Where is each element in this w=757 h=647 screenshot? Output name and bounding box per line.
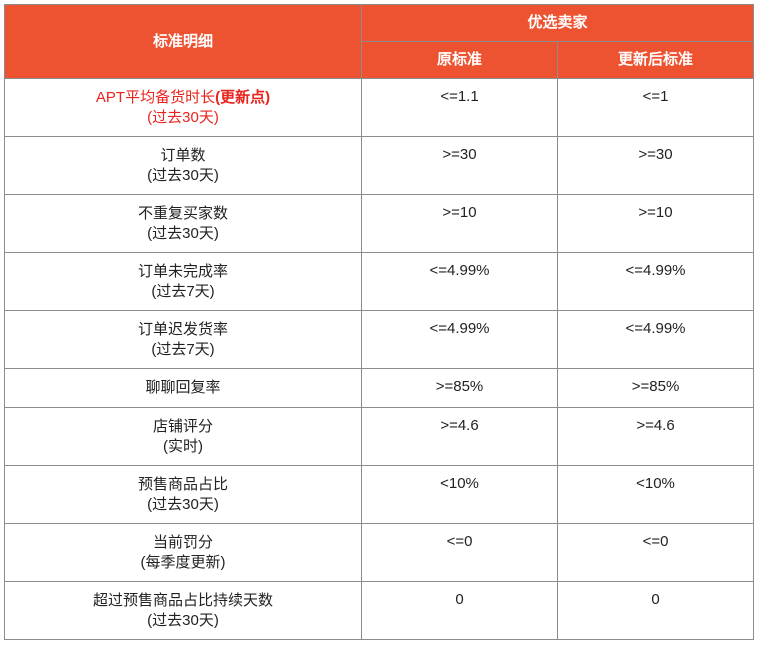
- table-row: 聊聊回复率 >=85% >=85%: [4, 368, 755, 408]
- criteria-cell: 订单数 (过去30天): [4, 136, 362, 195]
- header-group: 优选卖家: [360, 4, 755, 42]
- header-updated: 更新后标准: [556, 41, 755, 79]
- criteria-label: 超过预售商品占比持续天数: [92, 591, 273, 609]
- criteria-cell: 预售商品占比 (过去30天): [4, 465, 362, 524]
- table-row: 订单未完成率 (过去7天) <=4.99% <=4.99%: [4, 252, 755, 311]
- updated-value: <=4.99%: [556, 252, 755, 311]
- criteria-cell: 聊聊回复率: [4, 368, 362, 408]
- criteria-label: 订单数: [160, 146, 206, 164]
- criteria-cell: 不重复买家数 (过去30天): [4, 194, 362, 253]
- table-row: 不重复买家数 (过去30天) >=10 >=10: [4, 194, 755, 253]
- original-value: <=4.99%: [361, 310, 558, 369]
- table-row: 店铺评分 (实时) >=4.6 >=4.6: [4, 407, 755, 466]
- header-criteria: 标准明细: [4, 4, 362, 79]
- original-value: <=1.1: [361, 78, 558, 137]
- updated-value: <=0: [556, 523, 755, 582]
- header-row-sub: 原标准 更新后标准: [5, 41, 755, 79]
- criteria-name: APT平均备货时长: [95, 88, 216, 106]
- criteria-label: 当前罚分: [152, 533, 213, 551]
- table-row: APT平均备货时长(更新点) (过去30天) <=1.1 <=1: [4, 78, 755, 137]
- original-value: <10%: [361, 465, 558, 524]
- criteria-period: (每季度更新): [140, 553, 226, 571]
- criteria-label: 聊聊回复率: [145, 379, 221, 396]
- criteria-period: (过去30天): [147, 166, 219, 184]
- updated-value: >=4.6: [556, 407, 755, 466]
- criteria-label: APT平均备货时长(更新点): [5, 88, 361, 108]
- criteria-period: (过去30天): [147, 224, 219, 242]
- criteria-label: 订单迟发货率: [137, 320, 228, 338]
- criteria-label: 店铺评分: [152, 417, 213, 435]
- updated-value: <10%: [556, 465, 755, 524]
- criteria-period: (过去30天): [147, 108, 219, 126]
- updated-value: >=30: [556, 136, 755, 195]
- criteria-period: (过去7天): [151, 282, 215, 300]
- table-row: 预售商品占比 (过去30天) <10% <10%: [4, 465, 755, 524]
- original-value: >=4.6: [361, 407, 558, 466]
- criteria-label: 预售商品占比: [137, 475, 228, 493]
- criteria-period: (过去30天): [147, 495, 219, 513]
- update-tag: (更新点): [215, 88, 271, 106]
- criteria-cell: 当前罚分 (每季度更新): [4, 523, 362, 582]
- original-value: <=0: [361, 523, 558, 582]
- table-row: 订单迟发货率 (过去7天) <=4.99% <=4.99%: [4, 310, 755, 369]
- criteria-cell: 订单迟发货率 (过去7天): [4, 310, 362, 369]
- header-original: 原标准: [361, 41, 558, 79]
- criteria-cell: APT平均备货时长(更新点) (过去30天): [4, 78, 362, 137]
- criteria-label: 不重复买家数: [137, 204, 228, 222]
- table-row: 超过预售商品占比持续天数 (过去30天) 0 0: [4, 581, 755, 640]
- original-value: >=30: [361, 136, 558, 195]
- original-value: <=4.99%: [361, 252, 558, 311]
- criteria-period: (过去7天): [151, 340, 215, 358]
- seller-standards-table: 标准明细 优选卖家 原标准 更新后标准 APT平均备货时长(更新点) (过去30…: [4, 4, 755, 640]
- criteria-period: (实时): [163, 437, 203, 455]
- updated-value: 0: [556, 581, 755, 640]
- criteria-cell: 订单未完成率 (过去7天): [4, 252, 362, 311]
- criteria-period: (过去30天): [147, 611, 219, 629]
- updated-value: >=85%: [556, 368, 755, 408]
- criteria-cell: 店铺评分 (实时): [4, 407, 362, 466]
- table-row: 当前罚分 (每季度更新) <=0 <=0: [4, 523, 755, 582]
- criteria-cell: 超过预售商品占比持续天数 (过去30天): [4, 581, 362, 640]
- original-value: 0: [361, 581, 558, 640]
- header-row-top: 标准明细 优选卖家: [4, 4, 755, 79]
- updated-value: <=1: [556, 78, 755, 137]
- original-value: >=10: [361, 194, 558, 253]
- original-value: >=85%: [361, 368, 558, 408]
- updated-value: <=4.99%: [556, 310, 755, 369]
- criteria-label: 订单未完成率: [137, 262, 228, 280]
- updated-value: >=10: [556, 194, 755, 253]
- table-row: 订单数 (过去30天) >=30 >=30: [4, 136, 755, 195]
